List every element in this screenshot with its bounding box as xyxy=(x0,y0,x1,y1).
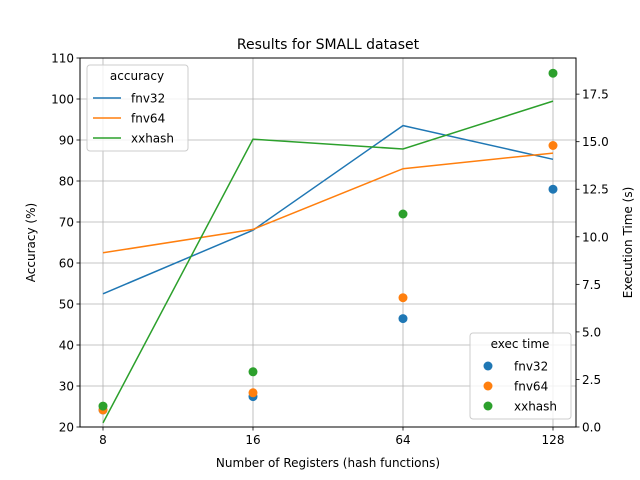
left-y-tick-label: 30 xyxy=(59,380,74,394)
exec-time-point-fnv32 xyxy=(398,314,408,324)
exec-time-point-fnv64 xyxy=(548,141,558,150)
right-y-tick-label: 5.0 xyxy=(582,325,601,339)
left-y-axis-title: Accuracy (%) xyxy=(24,203,38,282)
exec-time-point-fnv32 xyxy=(548,184,558,194)
exec-time-legend-swatch-fnv64 xyxy=(483,381,493,391)
right-y-tick-label: 2.5 xyxy=(582,373,601,387)
exec-time-legend-label: fnv32 xyxy=(514,360,548,374)
chart-title: Results for SMALL dataset xyxy=(237,37,420,53)
right-y-tick-label: 7.5 xyxy=(582,278,601,292)
exec-time-point-xxhash xyxy=(98,401,108,411)
x-tick-label: 128 xyxy=(542,433,565,447)
accuracy-line-fnv32 xyxy=(102,124,554,295)
accuracy-line-xxhash xyxy=(102,100,554,424)
left-y-tick-label: 110 xyxy=(51,52,74,66)
plot-frame xyxy=(79,57,577,428)
x-axis-ticks: 8 16 64 128 xyxy=(99,427,564,447)
exec-time-legend-label: xxhash xyxy=(514,400,557,414)
exec-time-point-xxhash xyxy=(398,209,408,219)
accuracy-legend-label: fnv32 xyxy=(131,92,165,106)
left-y-tick-label: 20 xyxy=(59,421,74,435)
exec-time-legend-title: exec time xyxy=(491,337,550,351)
x-tick-label: 64 xyxy=(395,433,410,447)
exec-time-legend: exec time fnv32 fnv64 xxhash xyxy=(469,332,572,420)
exec-time-point-xxhash xyxy=(548,68,558,78)
right-y-tick-label: 10.0 xyxy=(582,230,609,244)
exec-time-points xyxy=(98,68,558,415)
exec-time-legend-swatch-xxhash xyxy=(483,401,493,411)
right-y-axis-ticks: 0.0 2.5 5.0 7.5 10.0 12.5 15.0 17.5 xyxy=(576,88,609,435)
right-y-tick-label: 15.0 xyxy=(582,135,609,149)
exec-time-point-fnv64 xyxy=(248,388,258,398)
accuracy-legend-title: accuracy xyxy=(110,69,164,83)
left-y-tick-label: 90 xyxy=(59,134,74,148)
x-tick-label: 8 xyxy=(99,433,107,447)
accuracy-legend-label: fnv64 xyxy=(131,112,165,126)
exec-time-legend-label: fnv64 xyxy=(514,380,548,394)
x-axis-title: Number of Registers (hash functions) xyxy=(216,456,440,470)
exec-time-legend-box xyxy=(469,332,572,420)
accuracy-line-fnv64 xyxy=(102,152,554,254)
exec-time-point-xxhash xyxy=(248,367,258,377)
right-y-tick-label: 0.0 xyxy=(582,421,601,435)
left-y-axis-ticks: 20 30 40 50 60 70 80 90 100 110 xyxy=(51,52,80,435)
accuracy-legend: accuracy fnv32 fnv64 xxhash xyxy=(86,64,189,152)
right-y-tick-label: 12.5 xyxy=(582,183,609,197)
x-tick-label: 16 xyxy=(245,433,260,447)
left-y-tick-label: 40 xyxy=(59,339,74,353)
left-y-tick-label: 60 xyxy=(59,257,74,271)
left-y-tick-label: 80 xyxy=(59,175,74,189)
exec-time-point-fnv64 xyxy=(398,293,408,303)
right-y-axis-title: Execution Time (s) xyxy=(621,187,635,299)
exec-time-legend-swatch-fnv32 xyxy=(483,361,493,371)
left-y-tick-label: 50 xyxy=(59,298,74,312)
accuracy-lines xyxy=(102,100,554,424)
right-y-tick-label: 17.5 xyxy=(582,88,609,102)
left-y-tick-label: 100 xyxy=(51,93,74,107)
accuracy-legend-label: xxhash xyxy=(131,132,174,146)
left-y-tick-label: 70 xyxy=(59,216,74,230)
accuracy-legend-box xyxy=(86,64,189,152)
